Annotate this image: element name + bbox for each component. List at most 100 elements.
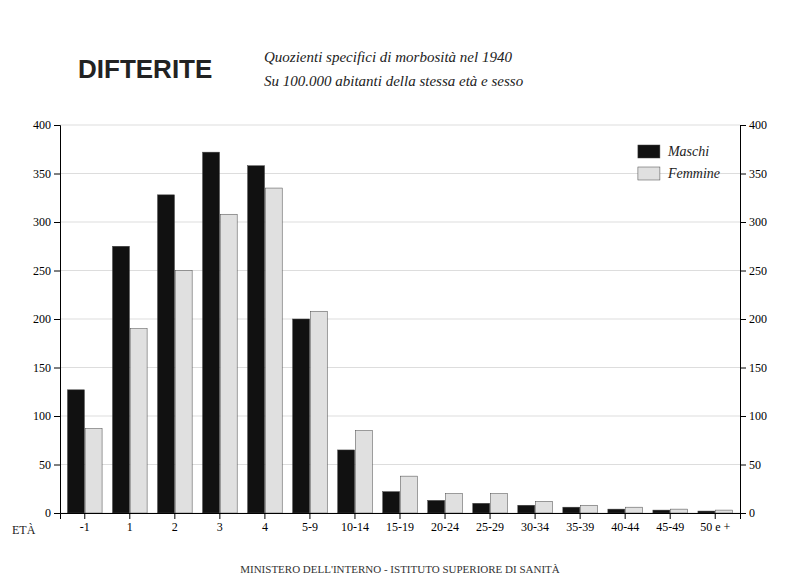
bar: [293, 319, 310, 513]
bar: [338, 450, 355, 513]
tick: 50: [39, 458, 60, 472]
legend-item: Maschi: [638, 144, 709, 159]
bar: [518, 505, 535, 513]
tick-mark: [740, 319, 746, 320]
legend-swatch: [638, 145, 660, 158]
subtitle: Su 100.000 abitanti della stessa età e s…: [264, 73, 524, 89]
bar: [490, 494, 507, 513]
tick-mark: [490, 513, 491, 519]
grid-line: [60, 125, 740, 126]
bar: [671, 509, 688, 513]
bar: [473, 503, 490, 513]
bar: [265, 188, 282, 513]
tick-label: 50: [749, 458, 761, 472]
tick-label: 100: [749, 409, 767, 423]
tick-label: 1: [127, 520, 133, 534]
plot: -112345-910-1415-1920-2425-2930-3435-394…: [33, 118, 767, 533]
tick: 150: [33, 361, 60, 375]
tick: 300: [33, 215, 60, 229]
tick-mark: [54, 416, 60, 417]
legend-swatch: [638, 167, 660, 180]
tick-mark: [219, 513, 220, 519]
bar: [535, 501, 552, 513]
tick-mark: [174, 513, 175, 519]
bar: [248, 166, 265, 513]
tick-mark: [54, 174, 60, 175]
tick-label: 40-44: [611, 520, 639, 534]
tick: 4: [262, 513, 268, 534]
tick-mark: [400, 513, 401, 519]
tick-mark: [740, 125, 746, 126]
tick-label: 50: [39, 458, 51, 472]
tick-label: 250: [33, 264, 51, 278]
tick: 250: [740, 264, 767, 278]
tick: 15-19: [386, 513, 414, 534]
bar: [175, 271, 192, 514]
tick: 350: [33, 167, 60, 181]
tick-label: 300: [33, 215, 51, 229]
tick-mark: [625, 513, 626, 519]
bar: [626, 507, 643, 513]
tick-label: -1: [80, 520, 90, 534]
tick: 50: [740, 458, 761, 472]
tick-mark: [670, 513, 671, 519]
bar: [428, 500, 445, 513]
x-axis: -112345-910-1415-1920-2425-2930-3435-394…: [61, 513, 741, 534]
bar: [158, 195, 175, 513]
axis-line: [61, 514, 741, 520]
tick-mark: [580, 513, 581, 519]
tick-label: 0: [45, 506, 51, 520]
tick: 1: [127, 513, 133, 534]
tick: 10-14: [341, 513, 369, 534]
tick: 0: [740, 506, 755, 520]
tick-label: 3: [217, 520, 223, 534]
tick-label: 400: [749, 118, 767, 132]
bar: [698, 511, 715, 513]
tick: 350: [740, 167, 767, 181]
grid: [60, 125, 740, 513]
tick-mark: [740, 465, 746, 466]
bar-series: [85, 188, 732, 513]
bar: [355, 431, 372, 513]
tick-label: 200: [33, 312, 51, 326]
tick-mark: [129, 513, 130, 519]
x-axis-label: ETÀ: [12, 523, 36, 537]
bar: [383, 492, 400, 513]
tick-label: 25-29: [476, 520, 504, 534]
tick-label: 400: [33, 118, 51, 132]
tick: 50 e +: [700, 513, 730, 534]
tick-label: 50 e +: [700, 520, 730, 534]
tick: 45-49: [656, 513, 684, 534]
tick-mark: [54, 465, 60, 466]
title: DIFTERITE: [78, 54, 212, 84]
bar: [67, 390, 84, 513]
tick: 2: [172, 513, 178, 534]
tick-mark: [715, 513, 716, 519]
tick-mark: [740, 222, 746, 223]
tick-label: 100: [33, 409, 51, 423]
bar: [580, 505, 597, 513]
tick: 30-34: [521, 513, 549, 534]
subtitle: Quozienti specifici di morbosità nel 194…: [264, 49, 512, 65]
tick-mark: [535, 513, 536, 519]
chart: DIFTERITE Quozienti specifici di morbosit…: [0, 0, 800, 585]
bar: [130, 329, 147, 513]
tick-mark: [740, 416, 746, 417]
tick-label: 5-9: [302, 520, 318, 534]
tick: 150: [740, 361, 767, 375]
bar: [445, 494, 462, 513]
legend: Maschi Femmine: [638, 144, 720, 181]
tick: 300: [740, 215, 767, 229]
bar: [653, 510, 670, 513]
bar: [608, 509, 625, 513]
tick-mark: [54, 368, 60, 369]
bars: [67, 152, 732, 513]
tick-mark: [740, 368, 746, 369]
tick-mark: [740, 174, 746, 175]
tick-mark: [740, 513, 746, 514]
bar-series: [67, 152, 714, 513]
tick-label: 0: [749, 506, 755, 520]
legend-item: Femmine: [638, 166, 720, 181]
tick: 0: [45, 506, 60, 520]
legend-label: Maschi: [667, 144, 709, 159]
